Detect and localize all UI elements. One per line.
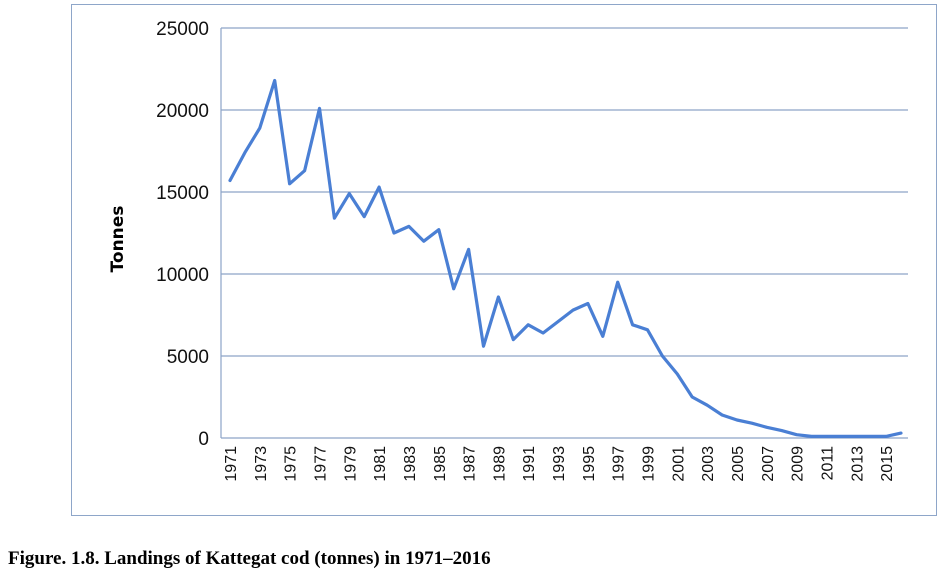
data-point-1972 xyxy=(244,151,246,153)
gridlines xyxy=(221,28,908,438)
data-point-1988 xyxy=(482,345,484,347)
data-point-2000 xyxy=(661,355,663,357)
x-tick-labels: 1971 1973 1975 1977 1979 1981 1983 1985 1987 1989… xyxy=(223,446,896,482)
x-tick-label: 1983 xyxy=(402,446,419,482)
chart-frame: 0 5000 10000 15000 20000 25000 1971 1973 1975 19… xyxy=(71,4,937,516)
data-point-1987 xyxy=(467,248,469,250)
y-tick-label: 0 xyxy=(198,429,209,450)
series-layer xyxy=(229,79,902,437)
x-tick-label: 1993 xyxy=(551,446,568,482)
series-line-0 xyxy=(230,81,901,437)
data-point-1978 xyxy=(333,217,335,219)
data-point-2015 xyxy=(885,435,887,437)
x-tick-label: 2009 xyxy=(790,446,807,482)
data-point-1991 xyxy=(527,324,529,326)
data-point-1990 xyxy=(512,338,514,340)
x-tick-label: 1975 xyxy=(283,446,300,482)
x-tick-label: 1973 xyxy=(253,446,270,482)
data-point-1979 xyxy=(348,192,350,194)
data-point-1982 xyxy=(393,232,395,234)
data-point-1973 xyxy=(259,127,261,129)
figure-caption: Figure. 1.8. Landings of Kattegat cod (t… xyxy=(8,548,491,570)
x-tick-label: 2015 xyxy=(879,446,896,482)
x-tick-label: 2011 xyxy=(819,446,836,481)
data-point-1983 xyxy=(408,225,410,227)
y-tick-labels: 0 5000 10000 15000 20000 25000 xyxy=(156,19,209,450)
data-point-1995 xyxy=(587,302,589,304)
y-tick-label: 5000 xyxy=(167,347,209,368)
x-tick-label: 2007 xyxy=(760,446,777,482)
data-point-1986 xyxy=(452,288,454,290)
x-tick-label: 1977 xyxy=(312,446,329,482)
x-tick-label: 1989 xyxy=(491,446,508,482)
x-tick-label: 1981 xyxy=(372,446,389,482)
x-tick-label: 2005 xyxy=(730,446,747,482)
data-point-1981 xyxy=(378,186,380,188)
data-point-1985 xyxy=(438,229,440,231)
data-point-1997 xyxy=(616,281,618,283)
data-point-1976 xyxy=(303,169,305,171)
x-tick-label: 1979 xyxy=(342,446,359,482)
data-point-1980 xyxy=(363,215,365,217)
data-point-1989 xyxy=(497,296,499,298)
x-tick-label: 2001 xyxy=(670,446,687,482)
data-point-2002 xyxy=(691,396,693,398)
data-point-1975 xyxy=(288,183,290,185)
data-point-2013 xyxy=(855,435,857,437)
y-tick-label: 15000 xyxy=(156,183,209,204)
x-tick-label: 1987 xyxy=(462,446,479,482)
data-point-2009 xyxy=(795,434,797,436)
data-point-2004 xyxy=(721,414,723,416)
x-tick-label: 2003 xyxy=(700,446,717,482)
x-tick-label: 2013 xyxy=(849,446,866,482)
data-point-2012 xyxy=(840,435,842,437)
data-point-1977 xyxy=(318,107,320,109)
x-tick-label: 1997 xyxy=(611,446,628,482)
data-point-2003 xyxy=(706,404,708,406)
x-tick-label: 1999 xyxy=(641,446,658,482)
data-point-1998 xyxy=(631,324,633,326)
data-point-2005 xyxy=(736,419,738,421)
y-tick-label: 10000 xyxy=(156,265,209,286)
data-point-2007 xyxy=(766,426,768,428)
y-tick-label: 25000 xyxy=(156,19,209,40)
data-point-2016 xyxy=(900,432,902,434)
data-point-2006 xyxy=(751,422,753,424)
data-point-2008 xyxy=(781,429,783,431)
data-point-1993 xyxy=(557,320,559,322)
y-tick-label: 20000 xyxy=(156,101,209,122)
data-point-1984 xyxy=(423,240,425,242)
data-point-1992 xyxy=(542,332,544,334)
x-tick-label: 1985 xyxy=(432,446,449,482)
data-point-2010 xyxy=(810,435,812,437)
data-point-2014 xyxy=(870,435,872,437)
y-axis-title: Tonnes xyxy=(108,206,128,273)
data-point-2011 xyxy=(825,435,827,437)
x-tick-label: 1995 xyxy=(581,446,598,482)
data-point-1971 xyxy=(229,179,231,181)
x-tick-label: 1971 xyxy=(223,446,240,482)
data-point-1994 xyxy=(572,309,574,311)
data-point-1974 xyxy=(274,79,276,81)
data-point-2001 xyxy=(676,373,678,375)
data-point-1996 xyxy=(602,335,604,337)
data-point-1999 xyxy=(646,329,648,331)
x-tick-label: 1991 xyxy=(521,446,538,482)
